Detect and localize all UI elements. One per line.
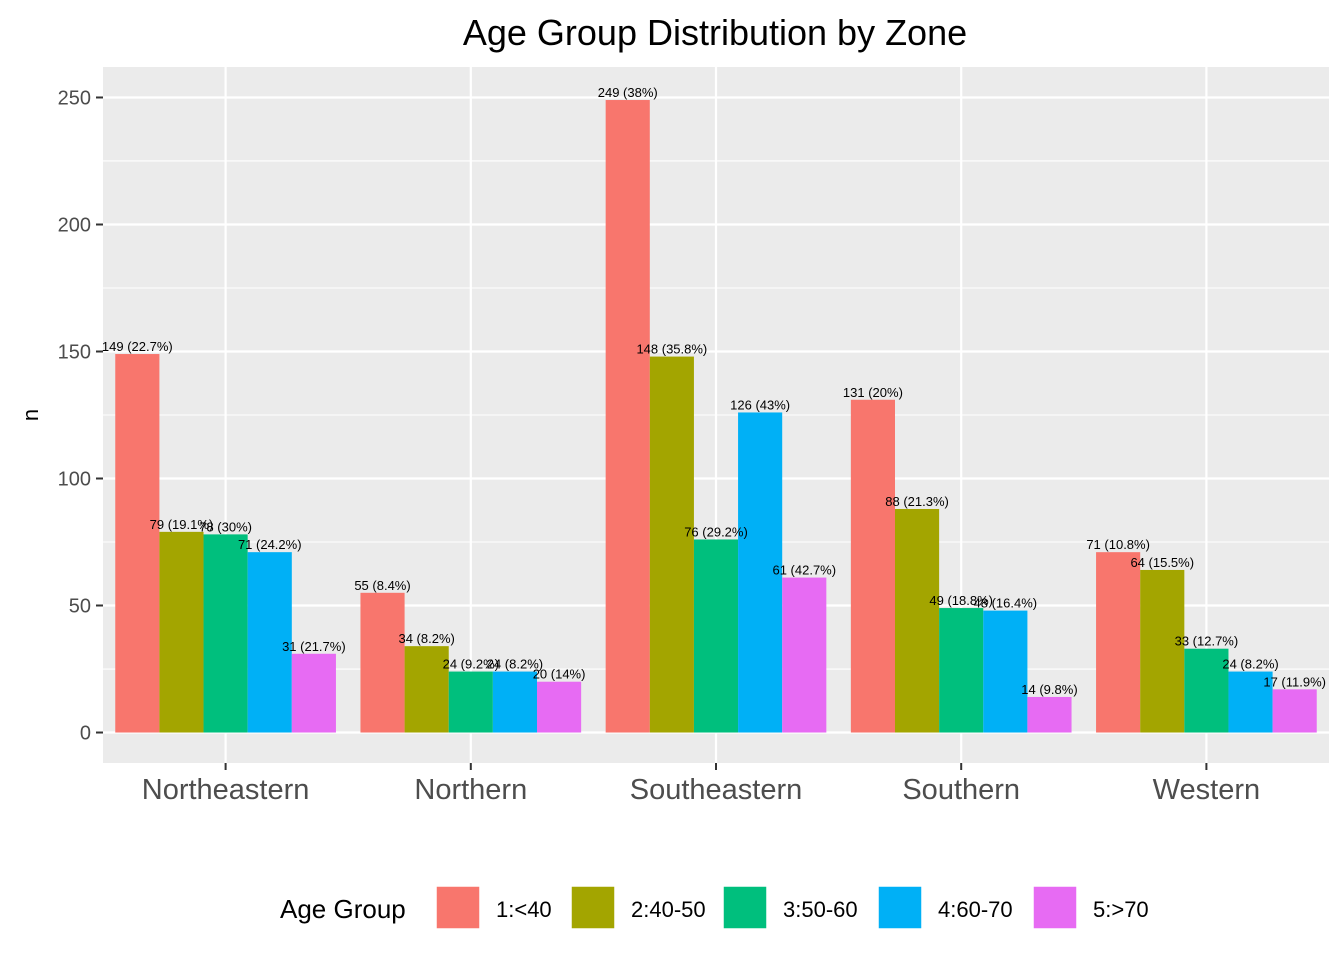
- y-tick-label: 200: [58, 214, 91, 236]
- y-axis-label: n: [18, 409, 43, 421]
- legend-key: [722, 885, 768, 930]
- data-label: 24 (8.2%): [1222, 657, 1278, 672]
- bar: [693, 539, 739, 733]
- data-label: 49 (18.8%): [929, 593, 993, 608]
- bar: [1096, 552, 1141, 733]
- legend-label: 5:>70: [1093, 897, 1149, 922]
- legend-key: [570, 885, 616, 930]
- legend-key: [435, 885, 481, 930]
- data-label: 55 (8.4%): [354, 578, 410, 593]
- data-label: 76 (29.2%): [684, 524, 748, 539]
- y-tick-label: 250: [58, 87, 91, 109]
- axis-layer: 0 50 100 150 200 250 Northeastern Northern South…: [58, 87, 1261, 806]
- bar: [983, 610, 1028, 733]
- data-label: 79 (19.1%): [150, 517, 214, 532]
- bar-layer: [115, 100, 1317, 733]
- x-tick-label: Southeastern: [630, 774, 803, 806]
- y-tick-label: 100: [58, 469, 91, 491]
- legend-label: 4:60-70: [938, 897, 1013, 922]
- x-tick-label: Northern: [414, 774, 527, 806]
- legend-key: [1032, 885, 1078, 930]
- bar: [203, 534, 248, 733]
- data-label: 34 (8.2%): [398, 631, 454, 646]
- legend-title: Age Group: [280, 894, 406, 924]
- bar: [492, 671, 538, 733]
- data-label: 131 (20%): [843, 385, 903, 400]
- x-tick-label: Northeastern: [142, 774, 310, 806]
- y-tick-label: 0: [80, 723, 91, 745]
- data-label: 31 (21.7%): [282, 639, 346, 654]
- bar: [247, 552, 292, 733]
- data-label: 24 (8.2%): [487, 657, 543, 672]
- bar: [1140, 569, 1185, 733]
- data-label: 14 (9.8%): [1021, 682, 1077, 697]
- data-label: 61 (42.7%): [772, 563, 836, 578]
- data-label: 17 (11.9%): [1263, 674, 1326, 689]
- data-label-layer: 149 (22.7%) 79 (19.1%)78 (30%) 71 (24.2%) 3…: [102, 85, 1326, 697]
- bar: [537, 681, 582, 733]
- legend: 1:<40 2:40-50 3:50-60 4:60-70 5:>70: [435, 885, 1149, 930]
- x-tick-label: Southern: [902, 774, 1020, 806]
- data-label: 24 (9.2%): [443, 657, 499, 672]
- bar: [850, 399, 895, 733]
- bar: [649, 356, 694, 733]
- bar: [1027, 696, 1072, 733]
- data-label: 33 (12.7%): [1175, 634, 1239, 649]
- bar: [605, 100, 650, 733]
- bar: [448, 671, 493, 733]
- data-label: 71 (24.2%): [238, 537, 302, 552]
- chart-title: Age Group Distribution by Zone: [463, 12, 967, 53]
- bar: [404, 646, 449, 733]
- data-label: 48 (16.4%): [974, 596, 1038, 611]
- bar: [115, 354, 160, 733]
- bar: [939, 608, 984, 733]
- legend-label: 3:50-60: [783, 897, 858, 922]
- data-label: 64 (15.5%): [1130, 555, 1194, 570]
- bar: [360, 592, 405, 733]
- bar: [1272, 689, 1317, 733]
- data-label: 20 (14%): [533, 667, 586, 682]
- bar: [738, 412, 783, 733]
- bar: [1184, 648, 1229, 733]
- legend-label: 2:40-50: [631, 897, 706, 922]
- bar: [894, 508, 940, 733]
- bar: [159, 531, 204, 733]
- bar: [782, 577, 827, 733]
- data-label: 149 (22.7%): [102, 339, 173, 354]
- legend-label: 1:<40: [496, 897, 552, 922]
- data-label: 148 (35.8%): [636, 342, 707, 357]
- data-label: 249 (38%): [598, 85, 658, 100]
- y-tick-label: 150: [58, 341, 91, 363]
- y-tick-label: 50: [69, 596, 91, 618]
- data-label: 78 (30%): [199, 519, 252, 534]
- data-label: 126 (43%): [730, 397, 790, 412]
- x-tick-label: Western: [1153, 774, 1260, 806]
- data-label: 88 (21.3%): [885, 494, 949, 509]
- bar: [1228, 671, 1273, 733]
- bar: [291, 653, 336, 733]
- grid-layer: [103, 67, 1329, 763]
- data-label: 71 (10.8%): [1086, 537, 1150, 552]
- legend-key: [877, 885, 923, 930]
